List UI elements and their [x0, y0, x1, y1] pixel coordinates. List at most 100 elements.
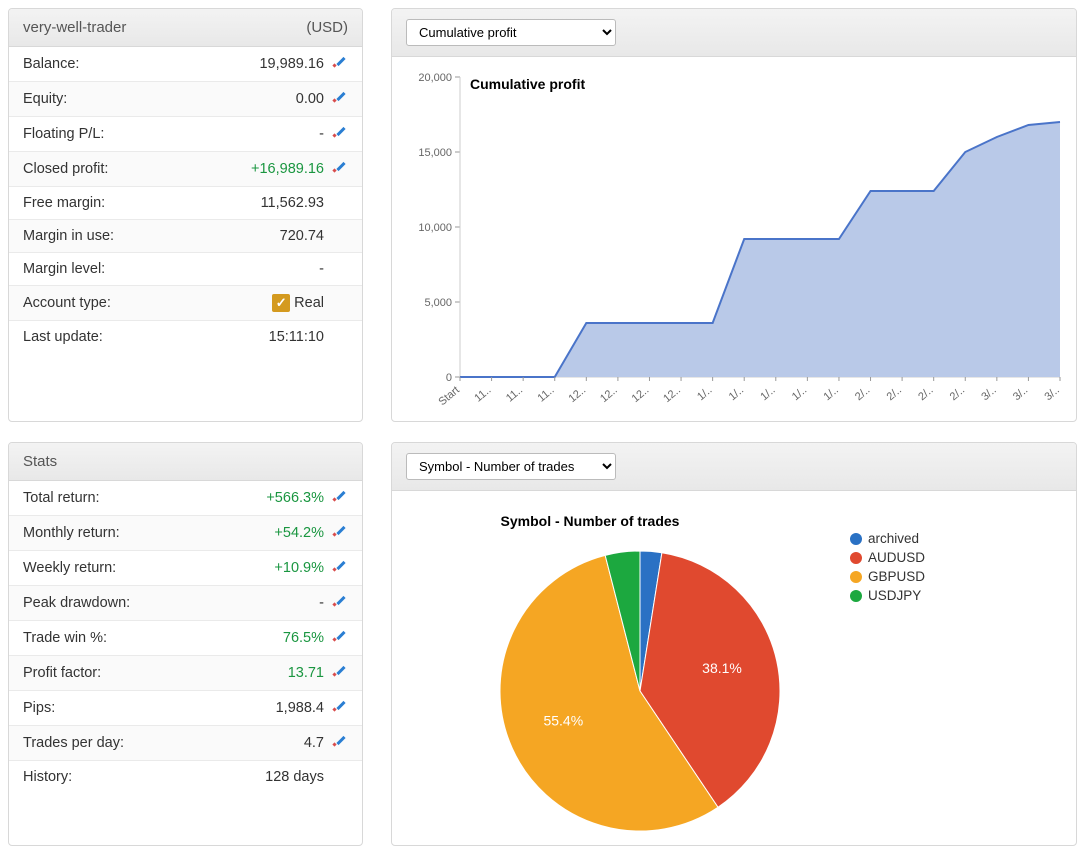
account-label: Closed profit: [23, 161, 251, 177]
svg-text:Start: Start [436, 384, 462, 408]
svg-text:1/..: 1/.. [821, 384, 840, 403]
pie-chart-select[interactable]: Symbol - Number of trades [406, 453, 616, 480]
account-row: Equity:0.00 [9, 82, 362, 117]
profit-chart-select[interactable]: Cumulative profit [406, 19, 616, 46]
edit-icon[interactable] [332, 594, 350, 612]
stats-value: +10.9% [274, 560, 332, 576]
svg-text:12..: 12.. [566, 384, 588, 405]
pie-chart-svg: Symbol - Number of trades 38.1% 55.4% [400, 501, 850, 841]
legend-dot-icon [850, 533, 862, 545]
stats-value: 128 days [265, 769, 332, 785]
svg-text:2/..: 2/.. [916, 384, 935, 403]
profit-chart-header: Cumulative profit [392, 9, 1076, 57]
stats-value: +54.2% [274, 525, 332, 541]
account-label: Floating P/L: [23, 126, 319, 142]
edit-icon[interactable] [332, 90, 350, 108]
svg-text:38.1%: 38.1% [702, 660, 742, 676]
profit-chart-svg: Cumulative profit05,00010,00015,00020,00… [400, 67, 1070, 417]
svg-text:12..: 12.. [598, 384, 620, 405]
edit-icon[interactable] [332, 55, 350, 73]
stats-value: 76.5% [283, 630, 332, 646]
legend-label: AUDUSD [868, 550, 925, 565]
legend-item: AUDUSD [850, 550, 925, 565]
stats-row: Pips:1,988.4 [9, 691, 362, 726]
edit-icon[interactable] [332, 524, 350, 542]
account-value: - [319, 261, 332, 277]
edit-icon[interactable] [332, 559, 350, 577]
legend-label: archived [868, 531, 919, 546]
legend-item: USDJPY [850, 588, 925, 603]
stats-row: Trades per day:4.7 [9, 726, 362, 761]
pencil-icon [334, 594, 348, 608]
stats-label: Trade win %: [23, 630, 283, 646]
svg-text:1/..: 1/.. [727, 384, 746, 403]
account-label: Equity: [23, 91, 296, 107]
svg-text:20,000: 20,000 [418, 72, 452, 84]
stats-row: History:128 days [9, 761, 362, 793]
pencil-icon [334, 629, 348, 643]
account-row: Free margin:11,562.93 [9, 187, 362, 220]
pencil-icon [334, 55, 348, 69]
svg-text:3/..: 3/.. [1042, 384, 1061, 403]
account-value: +16,989.16 [251, 161, 332, 177]
stats-label: Trades per day: [23, 735, 304, 751]
svg-text:3/..: 3/.. [1011, 384, 1030, 403]
stats-row: Weekly return:+10.9% [9, 551, 362, 586]
svg-text:2/..: 2/.. [853, 384, 872, 403]
svg-text:1/..: 1/.. [695, 384, 714, 403]
stats-panel: Stats Total return:+566.3%Monthly return… [8, 442, 363, 846]
pencil-icon [334, 489, 348, 503]
real-badge: ✓ Real [272, 294, 324, 312]
account-value: 19,989.16 [259, 56, 332, 72]
edit-icon[interactable] [332, 664, 350, 682]
pencil-icon [334, 664, 348, 678]
stats-title: Stats [23, 453, 57, 470]
account-label: Free margin: [23, 195, 261, 211]
account-row: Floating P/L:- [9, 117, 362, 152]
profit-chart-area: Cumulative profit05,00010,00015,00020,00… [392, 57, 1076, 421]
account-value: 720.74 [280, 228, 332, 244]
edit-icon[interactable] [332, 699, 350, 717]
svg-text:0: 0 [446, 372, 452, 384]
real-text: Real [294, 295, 324, 311]
account-label: Margin in use: [23, 228, 280, 244]
svg-text:3/..: 3/.. [979, 384, 998, 403]
legend-label: GBPUSD [868, 569, 925, 584]
edit-icon[interactable] [332, 629, 350, 647]
account-value: - [319, 126, 332, 142]
stats-row: Total return:+566.3% [9, 481, 362, 516]
stats-row: Monthly return:+54.2% [9, 516, 362, 551]
stats-value: 4.7 [304, 735, 332, 751]
account-value: 15:11:10 [269, 329, 332, 345]
svg-text:1/..: 1/.. [758, 384, 777, 403]
svg-text:11..: 11.. [472, 384, 493, 404]
account-label: Last update: [23, 329, 269, 345]
svg-text:12..: 12.. [630, 384, 652, 405]
legend-label: USDJPY [868, 588, 921, 603]
edit-icon[interactable] [332, 125, 350, 143]
pencil-icon [334, 734, 348, 748]
account-currency: (USD) [306, 19, 348, 36]
svg-text:Symbol - Number of trades: Symbol - Number of trades [501, 513, 680, 529]
pencil-icon [334, 559, 348, 573]
edit-icon[interactable] [332, 489, 350, 507]
check-icon: ✓ [272, 294, 290, 312]
account-row: Last update:15:11:10 [9, 321, 362, 353]
stats-label: Weekly return: [23, 560, 274, 576]
edit-icon[interactable] [332, 734, 350, 752]
svg-text:5,000: 5,000 [424, 297, 452, 309]
pencil-icon [334, 699, 348, 713]
stats-label: Pips: [23, 700, 276, 716]
svg-text:10,000: 10,000 [418, 222, 452, 234]
stats-row: Peak drawdown:- [9, 586, 362, 621]
svg-text:12..: 12.. [661, 384, 683, 405]
svg-text:55.4%: 55.4% [543, 712, 583, 728]
account-row: Margin level:- [9, 253, 362, 286]
pencil-icon [334, 524, 348, 538]
profit-chart-panel: Cumulative profit Cumulative profit05,00… [391, 8, 1077, 422]
account-value: 0.00 [296, 91, 332, 107]
account-panel: very-well-trader (USD) Balance:19,989.16… [8, 8, 363, 422]
edit-icon[interactable] [332, 160, 350, 178]
account-label: Margin level: [23, 261, 319, 277]
svg-text:15,000: 15,000 [418, 147, 452, 159]
